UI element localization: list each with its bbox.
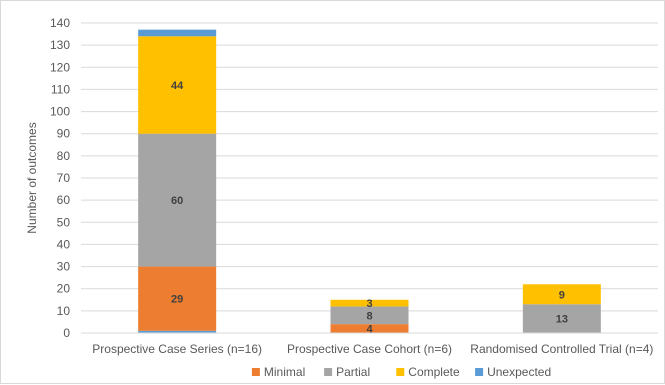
legend-swatch-unexpected [475, 368, 484, 376]
y-tick-label: 140 [50, 16, 70, 30]
legend-swatch-minimal [251, 368, 260, 376]
y-tick-label: 110 [51, 82, 70, 96]
y-tick-label: 40 [57, 237, 71, 251]
y-tick-label: 0 [63, 326, 70, 340]
x-category-label: Prospective Case Series (n=16) [92, 342, 262, 356]
y-tick-label: 90 [57, 127, 71, 141]
bar-segment-unexpected [138, 330, 217, 333]
bar-segment-partial [330, 306, 409, 325]
data-label: 9 [559, 289, 565, 301]
legend-label-minimal: Minimal [264, 365, 305, 379]
y-tick-label: 130 [50, 38, 70, 52]
y-tick-label: 120 [50, 60, 70, 74]
bar-segment-partial [138, 133, 217, 267]
bar-segment-minimal [138, 266, 217, 331]
data-label: 3 [366, 298, 372, 310]
bar-segment-unexpected [138, 29, 217, 37]
legend-swatch-complete [396, 368, 405, 376]
legend-label-complete: Complete [408, 365, 460, 379]
legend-label-unexpected: Unexpected [487, 365, 551, 379]
bar-segment-complete [330, 299, 409, 307]
data-label: 8 [366, 310, 372, 322]
y-axis-title: Number of outcomes [25, 122, 39, 233]
y-tick-label: 70 [57, 171, 71, 185]
y-tick-label: 10 [57, 304, 71, 318]
y-tick-label: 60 [57, 193, 71, 207]
legend-swatch-partial [324, 368, 333, 376]
bar-segment-complete [522, 284, 601, 305]
x-category-label: Prospective Case Cohort (n=6) [287, 342, 452, 356]
x-category-label: Randomised Controlled Trial (n=4) [470, 342, 653, 356]
y-tick-label: 30 [57, 260, 71, 274]
data-label: 29 [171, 294, 183, 306]
legend-label-partial: Partial [336, 365, 370, 379]
y-tick-label: 20 [57, 282, 71, 296]
bar-segment-complete [138, 36, 217, 134]
data-label: 60 [171, 195, 183, 207]
data-label: 13 [556, 314, 568, 326]
y-tick-label: 80 [57, 149, 71, 163]
y-tick-label: 100 [50, 105, 70, 119]
data-label: 4 [366, 324, 373, 336]
bar-segment-partial [522, 304, 601, 333]
data-label: 44 [171, 80, 184, 92]
bar-segment-minimal [330, 324, 409, 333]
y-tick-label: 50 [57, 215, 71, 229]
